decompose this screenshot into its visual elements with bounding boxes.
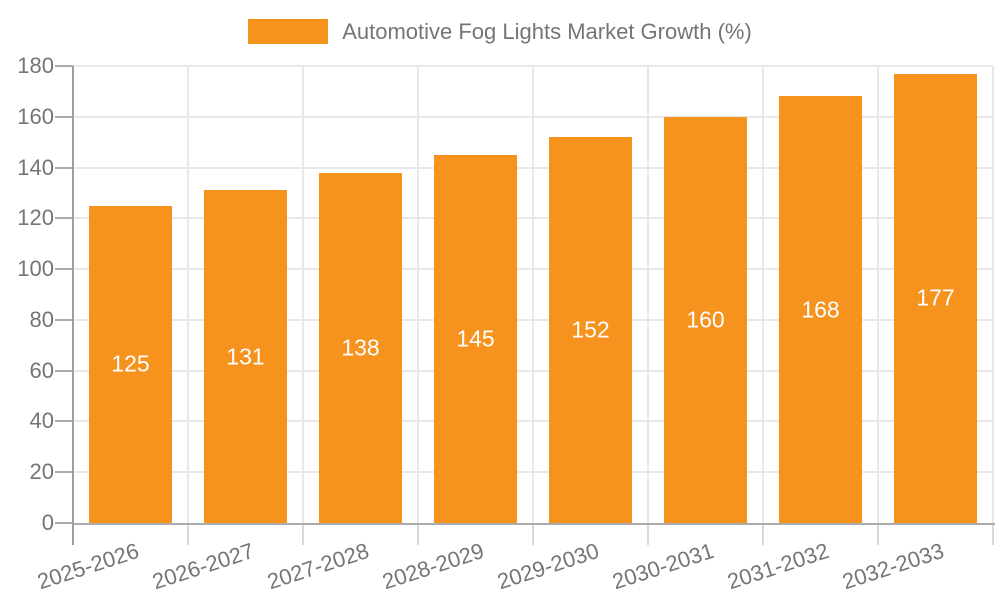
- x-axis-tick: [877, 523, 879, 545]
- legend-swatch: [248, 18, 329, 44]
- bar-value-label: 131: [226, 343, 265, 370]
- gridline-vertical: [877, 66, 879, 523]
- x-axis-tick: [532, 523, 534, 545]
- bar-value-label: 138: [341, 334, 380, 361]
- y-tick-label: 140: [17, 154, 54, 180]
- bar[interactable]: 168: [779, 96, 862, 523]
- x-category-label: 2028-2029: [379, 538, 488, 595]
- x-axis-tick: [762, 523, 764, 545]
- x-category-label: 2031-2032: [724, 538, 833, 595]
- bar[interactable]: 145: [434, 154, 517, 523]
- legend-item[interactable]: Automotive Fog Lights Market Growth (%): [0, 17, 1000, 45]
- x-axis-tick: [302, 523, 304, 545]
- x-category-label: 2029-2030: [494, 538, 603, 595]
- bar[interactable]: 138: [319, 172, 402, 523]
- gridline-vertical: [532, 66, 534, 523]
- bar-value-label: 160: [686, 306, 725, 333]
- x-category-label: 2026-2027: [149, 538, 258, 595]
- y-axis-tick: [55, 65, 73, 67]
- gridline-vertical: [187, 66, 189, 523]
- y-axis-tick: [55, 471, 73, 474]
- bar[interactable]: 160: [664, 116, 747, 523]
- gridline-vertical: [992, 66, 994, 523]
- y-tick-label: 60: [29, 357, 54, 383]
- bar-value-label: 177: [916, 284, 955, 311]
- x-axis-line: [73, 523, 995, 525]
- bar[interactable]: 152: [549, 137, 632, 523]
- y-axis-tick: [55, 522, 73, 524]
- y-axis-tick: [55, 166, 73, 169]
- x-axis-tick: [417, 523, 419, 545]
- gridline-vertical: [647, 66, 649, 523]
- x-axis-tick: [992, 523, 994, 545]
- bar[interactable]: 131: [204, 190, 287, 523]
- y-tick-label: 120: [17, 205, 54, 231]
- gridline-vertical: [762, 66, 764, 523]
- bar-value-label: 145: [456, 325, 495, 352]
- legend-label: Automotive Fog Lights Market Growth (%): [342, 18, 752, 44]
- y-tick-label: 160: [17, 103, 54, 129]
- bar-value-label: 152: [571, 316, 610, 343]
- x-category-label: 2030-2031: [609, 538, 718, 595]
- y-tick-label: 100: [17, 256, 54, 282]
- y-axis-tick: [55, 318, 73, 321]
- y-tick-label: 40: [29, 408, 54, 434]
- y-axis-tick: [55, 420, 73, 423]
- x-category-label: 2032-2033: [839, 538, 948, 595]
- y-axis-tick: [55, 369, 73, 372]
- y-axis-line: [72, 66, 74, 545]
- x-axis-tick: [647, 523, 649, 545]
- y-tick-label: 80: [29, 306, 54, 332]
- bar-value-label: 125: [111, 350, 150, 377]
- gridline-vertical: [302, 66, 304, 523]
- y-axis-tick: [55, 115, 73, 118]
- y-tick-label: 20: [29, 459, 54, 485]
- y-axis-tick: [55, 268, 73, 271]
- x-category-label: 2027-2028: [264, 538, 373, 595]
- bar[interactable]: 177: [894, 73, 977, 523]
- y-axis-tick: [55, 217, 73, 220]
- bar-value-label: 168: [801, 296, 840, 323]
- gridline-vertical: [417, 66, 419, 523]
- y-tick-label: 180: [17, 53, 54, 78]
- y-tick-label: 0: [41, 510, 54, 535]
- bar[interactable]: 125: [89, 205, 172, 523]
- x-axis-tick: [187, 523, 189, 545]
- x-category-label: 2025-2026: [34, 538, 143, 595]
